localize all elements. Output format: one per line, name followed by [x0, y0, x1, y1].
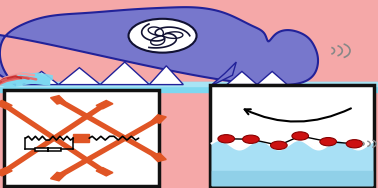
Circle shape: [292, 132, 308, 140]
Polygon shape: [51, 96, 65, 104]
Polygon shape: [151, 115, 166, 123]
Polygon shape: [0, 72, 53, 88]
Circle shape: [346, 140, 363, 148]
Polygon shape: [0, 168, 12, 176]
Polygon shape: [149, 66, 183, 85]
Polygon shape: [96, 168, 113, 176]
Circle shape: [129, 19, 197, 53]
Polygon shape: [0, 100, 12, 109]
Polygon shape: [210, 62, 236, 86]
Polygon shape: [100, 62, 149, 85]
Circle shape: [218, 135, 234, 143]
Polygon shape: [35, 148, 61, 151]
Polygon shape: [227, 71, 257, 85]
Polygon shape: [0, 7, 318, 85]
Circle shape: [271, 141, 287, 149]
Polygon shape: [96, 100, 113, 109]
Circle shape: [243, 135, 259, 143]
Polygon shape: [59, 68, 100, 85]
Polygon shape: [151, 153, 166, 162]
Bar: [4, 90, 159, 186]
Bar: [0, 85, 378, 188]
Polygon shape: [51, 172, 65, 181]
Bar: [210, 85, 374, 186]
Polygon shape: [23, 71, 59, 85]
Polygon shape: [257, 71, 287, 85]
Bar: [0, 82, 378, 86]
Bar: [73, 134, 89, 142]
Bar: [0, 82, 378, 92]
Circle shape: [320, 138, 336, 146]
